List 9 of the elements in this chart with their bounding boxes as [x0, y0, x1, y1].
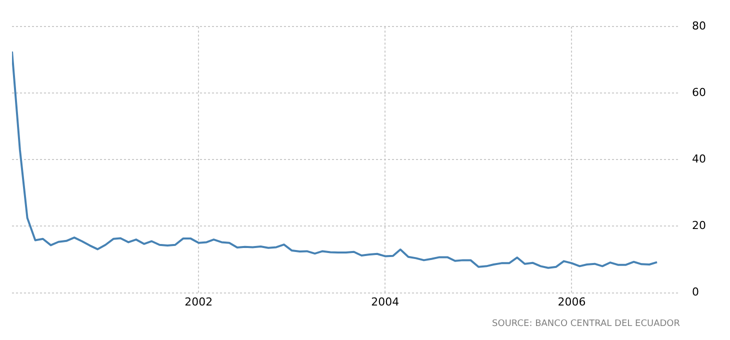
y-tick-label: 20: [692, 219, 706, 232]
y-tick-label: 60: [692, 86, 706, 100]
y-tick-label: 40: [692, 152, 706, 166]
y-tick-label: 80: [692, 19, 706, 32]
y-tick-label: 0: [692, 286, 700, 299]
x-tick-label: 2006: [558, 295, 586, 308]
source-note: SOURCE: BANCO CENTRAL DEL ECUADOR: [492, 318, 680, 329]
x-tick-label: 2002: [184, 295, 213, 308]
x-tick-label: 2004: [371, 295, 400, 308]
